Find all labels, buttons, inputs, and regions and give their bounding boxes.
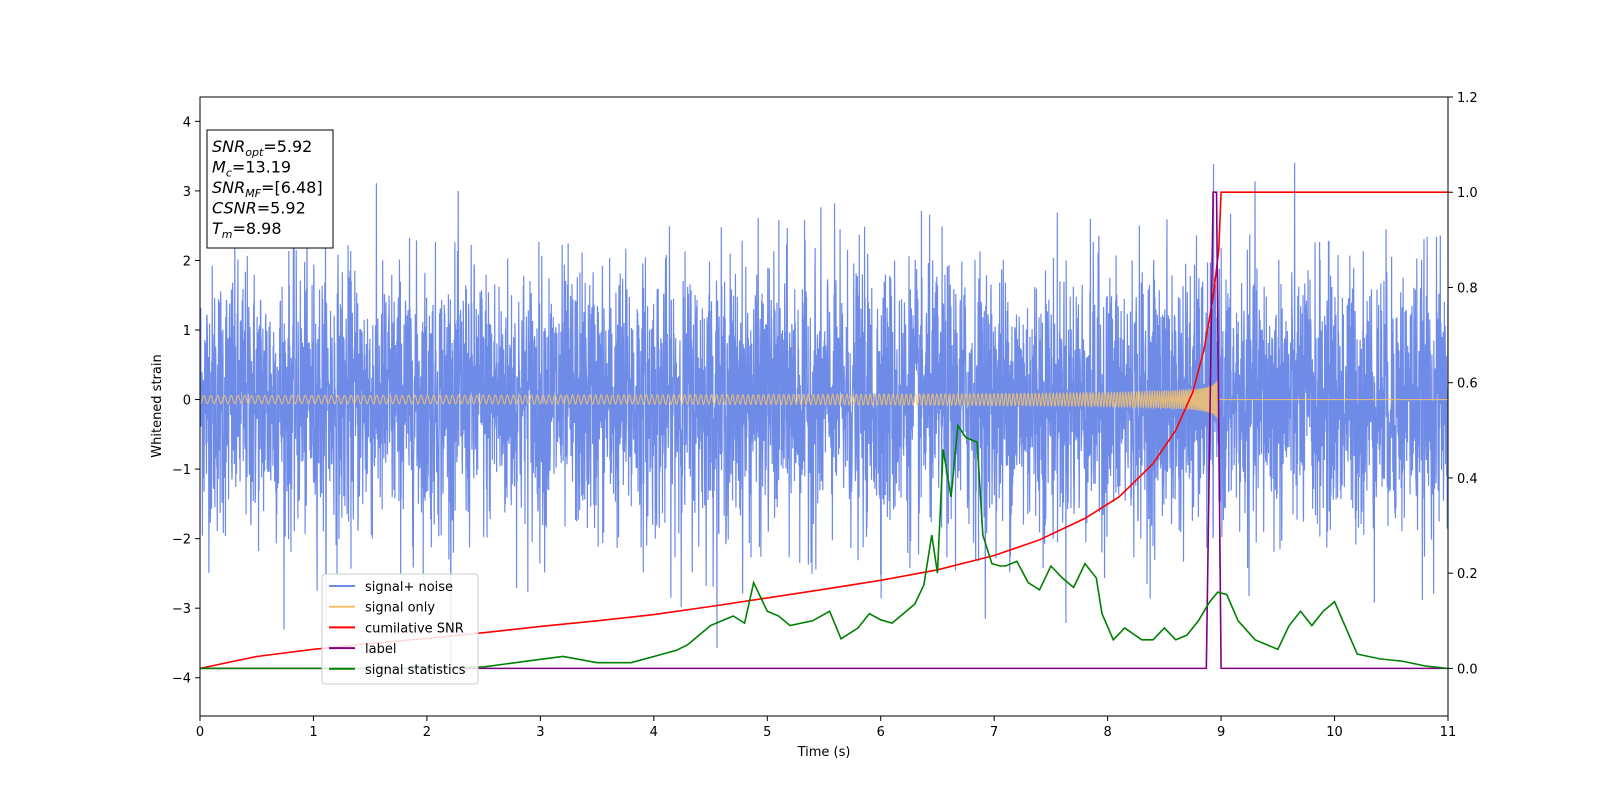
annotation-line: Tm=8.98	[212, 219, 282, 241]
annotation-value: =5.92	[257, 199, 306, 218]
stats-annotation-box: SNRopt=5.92Mc=13.19SNRMF=[6.48]CSNR=5.92…	[206, 129, 334, 249]
legend: signal+ noise signal only cumilative SNR la…	[321, 573, 479, 685]
y-left-tick-label: −2	[172, 533, 191, 548]
y-left-tick-label: 4	[183, 115, 191, 130]
y-axis-left: −4 −3 −2 −1 0 1 2 3 4	[172, 115, 200, 687]
legend-entry-label: label	[365, 642, 396, 657]
y-right-tick-label: 0.4	[1457, 472, 1478, 487]
x-tick-label: 5	[763, 725, 771, 740]
x-tick-label: 1	[309, 725, 317, 740]
annotation-symbol: SNR	[212, 137, 245, 156]
annotation-subscript: c	[226, 167, 232, 180]
annotation-line: Mc=13.19	[212, 158, 291, 180]
annotation-symbol: SNR	[212, 178, 245, 197]
annotation-symbol: T	[212, 219, 223, 238]
x-tick-label: 10	[1326, 725, 1343, 740]
y-left-tick-label: 0	[183, 394, 191, 409]
legend-entry-cumilative-snr: cumilative SNR	[365, 621, 464, 636]
annotation-value: =8.98	[233, 219, 282, 238]
y-right-tick-label: 1.2	[1457, 91, 1478, 106]
annotation-subscript: opt	[245, 146, 264, 159]
x-axis-label: Time (s)	[797, 745, 851, 760]
y-left-tick-label: −3	[172, 602, 191, 617]
x-tick-label: 8	[1103, 725, 1111, 740]
y-right-tick-label: 1.0	[1457, 186, 1478, 201]
x-tick-label: 2	[423, 725, 431, 740]
annotation-subscript: MF	[245, 187, 261, 200]
legend-frame	[321, 573, 479, 685]
y-right-tick-label: 0.8	[1457, 281, 1478, 296]
x-tick-label: 0	[196, 725, 204, 740]
x-tick-label: 6	[877, 725, 885, 740]
legend-entry-signal-statistics: signal statistics	[365, 663, 466, 678]
annotation-line: CSNR=5.92	[212, 199, 306, 218]
axes-frame	[199, 96, 1449, 717]
y-left-tick-label: 2	[183, 254, 191, 269]
y-left-tick-label: 3	[183, 185, 191, 200]
series-signal-only-line	[200, 376, 1448, 431]
x-tick-label: 3	[536, 725, 544, 740]
y-axis-right: 0.0 0.2 0.4 0.6 0.8 1.0 1.2	[1448, 91, 1478, 677]
annotation-value: =13.19	[232, 158, 291, 177]
y-axis-label: Whitened strain	[150, 354, 165, 457]
series-signal-plus-noise-line	[200, 162, 1448, 666]
annotation-subscript: m	[222, 228, 233, 241]
annotation-value: =[6.48]	[261, 178, 323, 197]
series-label-line	[200, 191, 1448, 670]
x-axis: 0 1 2 3 4 5 6 7 8 9 10 11	[196, 716, 1456, 740]
annotation-frame	[206, 129, 334, 249]
y-left-tick-label: 1	[183, 324, 191, 339]
y-right-tick-label: 0.0	[1457, 662, 1478, 677]
legend-entry-signal-only: signal only	[365, 601, 435, 616]
y-right-tick-label: 0.6	[1457, 377, 1478, 392]
y-left-tick-label: −4	[172, 672, 191, 687]
annotation-line: SNRMF=[6.48]	[212, 178, 323, 200]
x-tick-label: 9	[1217, 725, 1225, 740]
y-right-tick-label: 0.2	[1457, 567, 1478, 582]
x-tick-label: 11	[1440, 725, 1457, 740]
annotation-symbol: M	[212, 158, 226, 177]
annotation-value: =5.92	[263, 137, 312, 156]
series-signal-statistics-line	[200, 423, 1448, 670]
y-left-tick-label: −1	[172, 463, 191, 478]
annotation-line: SNRopt=5.92	[212, 137, 312, 159]
legend-entry-signal-noise: signal+ noise	[365, 580, 453, 595]
x-tick-label: 7	[990, 725, 998, 740]
x-tick-label: 4	[650, 725, 658, 740]
annotation-symbol: CSNR	[212, 199, 257, 218]
